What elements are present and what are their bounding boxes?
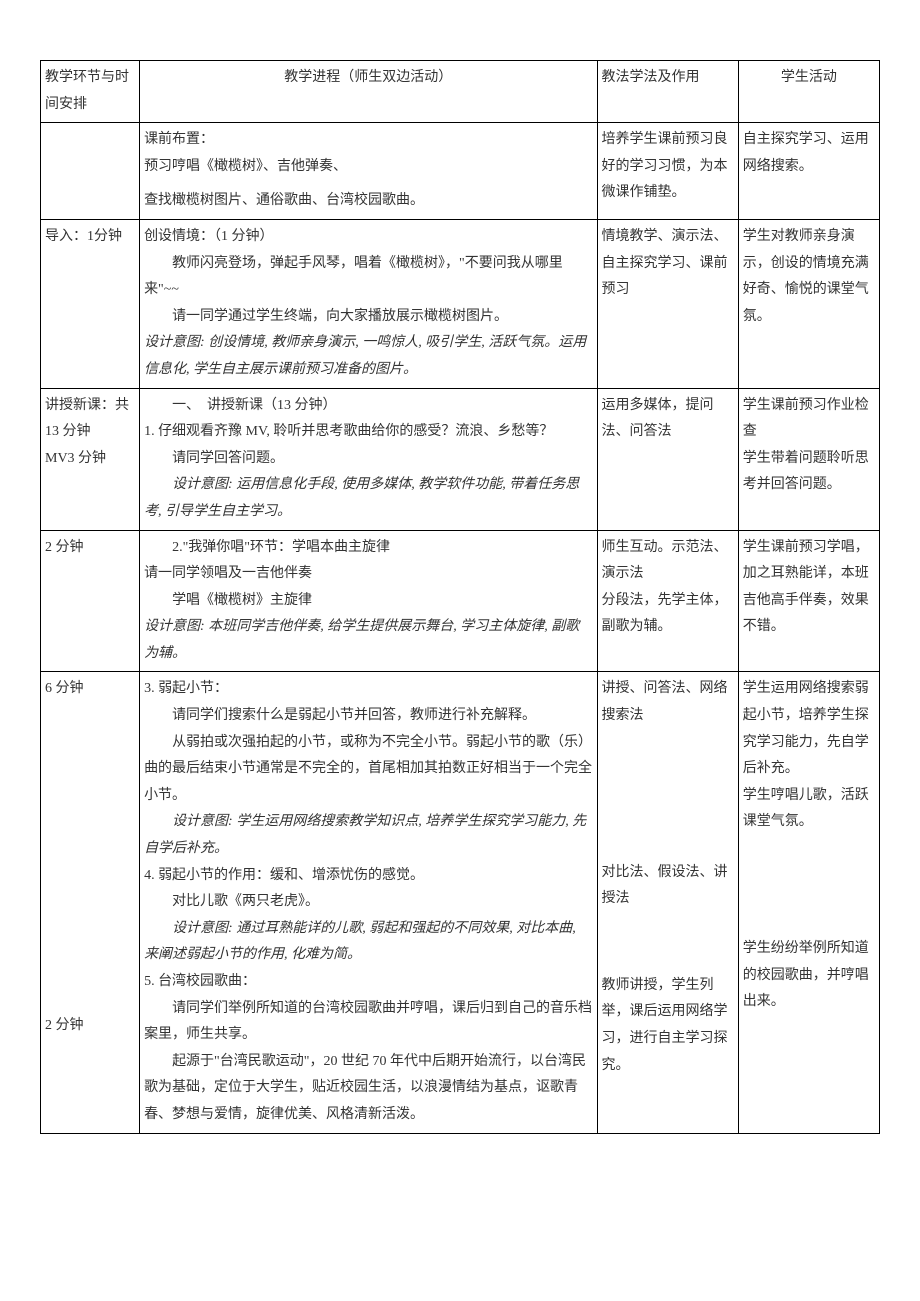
cell-activity: 学生运用网络搜索弱起小节，培养学生探究学习能力，先自学后补充。 学生哼唱儿歌，活… <box>738 672 879 1133</box>
cell-progress: 3. 弱起小节： 请同学们搜索什么是弱起小节并回答，教师进行补充解释。 从弱拍或… <box>140 672 597 1133</box>
cell-progress: 一、 讲授新课（13 分钟） 1. 仔细观看齐豫 MV, 聆听并思考歌曲给你的感… <box>140 388 597 530</box>
header-col3: 教法学法及作用 <box>597 61 738 123</box>
cell-method: 讲授、问答法、网络搜索法 对比法、假设法、讲授法 教师讲授，学生列举，课后运用网… <box>597 672 738 1133</box>
cell-activity: 学生课前预习学唱，加之耳熟能详，本班吉他高手伴奏，效果不错。 <box>738 530 879 672</box>
cell-time: 讲授新课：共 13 分钟 MV3 分钟 <box>41 388 140 530</box>
cell-time: 2 分钟 <box>41 530 140 672</box>
table-row: 6 分钟 2 分钟 3. 弱起小节： 请同学们搜索什么是弱起小节并回答，教师进行… <box>41 672 880 1133</box>
table-header-row: 教学环节与时间安排 教学进程（师生双边活动） 教法学法及作用 学生活动 <box>41 61 880 123</box>
cell-activity: 学生课前预习作业检查 学生带着问题聆听思考并回答问题。 <box>738 388 879 530</box>
cell-progress: 2."我弹你唱"环节：学唱本曲主旋律 请一同学领唱及一吉他伴奏 学唱《橄榄树》主… <box>140 530 597 672</box>
table-row: 导入：1分钟 创设情境：（1 分钟） 教师闪亮登场，弹起手风琴，唱着《橄榄树》，… <box>41 219 880 388</box>
header-col4: 学生活动 <box>738 61 879 123</box>
cell-activity: 自主探究学习、运用网络搜索。 <box>738 123 879 220</box>
cell-progress: 课前布置： 预习哼唱《橄榄树》、吉他弹奏、 查找橄榄树图片、通俗歌曲、台湾校园歌… <box>140 123 597 220</box>
cell-method: 运用多媒体，提问法、问答法 <box>597 388 738 530</box>
header-col1: 教学环节与时间安排 <box>41 61 140 123</box>
lesson-plan-table: 教学环节与时间安排 教学进程（师生双边活动） 教法学法及作用 学生活动 课前布置… <box>40 60 880 1134</box>
cell-time <box>41 123 140 220</box>
cell-time: 导入：1分钟 <box>41 219 140 388</box>
cell-progress: 创设情境：（1 分钟） 教师闪亮登场，弹起手风琴，唱着《橄榄树》，"不要问我从哪… <box>140 219 597 388</box>
header-col2: 教学进程（师生双边活动） <box>140 61 597 123</box>
table-row: 讲授新课：共 13 分钟 MV3 分钟 一、 讲授新课（13 分钟） 1. 仔细… <box>41 388 880 530</box>
cell-method: 师生互动。示范法、演示法 分段法，先学主体，副歌为辅。 <box>597 530 738 672</box>
cell-method: 培养学生课前预习良好的学习习惯，为本微课作铺垫。 <box>597 123 738 220</box>
cell-activity: 学生对教师亲身演示，创设的情境充满好奇、愉悦的课堂气氛。 <box>738 219 879 388</box>
table-row: 课前布置： 预习哼唱《橄榄树》、吉他弹奏、 查找橄榄树图片、通俗歌曲、台湾校园歌… <box>41 123 880 220</box>
cell-method: 情境教学、演示法、 自主探究学习、课前预习 <box>597 219 738 388</box>
cell-time: 6 分钟 2 分钟 <box>41 672 140 1133</box>
table-row: 2 分钟 2."我弹你唱"环节：学唱本曲主旋律 请一同学领唱及一吉他伴奏 学唱《… <box>41 530 880 672</box>
